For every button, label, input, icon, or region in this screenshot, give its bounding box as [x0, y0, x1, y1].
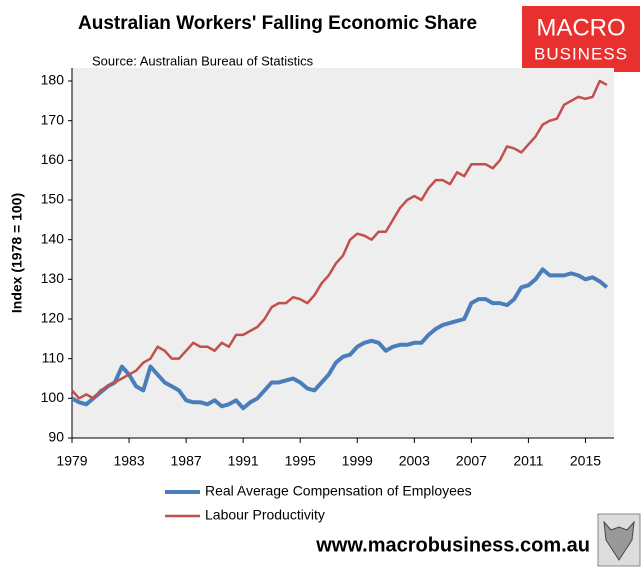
- x-tick-label: 2011: [513, 453, 543, 469]
- legend-label: Labour Productivity: [205, 507, 325, 523]
- series-line: [71, 79, 608, 400]
- x-tick-label: 1991: [228, 453, 259, 469]
- website: www.macrobusiness.com.au: [315, 534, 590, 556]
- y-tick-label: 120: [41, 310, 65, 326]
- y-tick-label: 100: [41, 389, 65, 405]
- x-tick-label: 1995: [285, 453, 316, 469]
- logo-text: MACRO: [536, 14, 625, 41]
- y-tick-label: 160: [41, 151, 65, 167]
- x-tick-label: 1987: [171, 453, 202, 469]
- y-tick-label: 170: [41, 111, 65, 127]
- logo-box: [522, 6, 640, 72]
- y-tick-label: 130: [41, 270, 65, 286]
- x-tick-label: 1999: [342, 453, 373, 469]
- wolf-icon: [603, 520, 635, 561]
- x-tick-label: 2007: [456, 453, 487, 469]
- x-tick-label: 1983: [113, 453, 144, 469]
- legend-label: Real Average Compensation of Employees: [205, 483, 472, 499]
- y-tick-label: 90: [48, 429, 64, 445]
- series-line: [71, 267, 609, 411]
- chart-subtitle: Source: Australian Bureau of Statistics: [92, 53, 314, 68]
- x-tick-label: 2003: [399, 453, 430, 469]
- x-tick-label: 2015: [570, 453, 601, 469]
- y-tick-label: 180: [41, 72, 65, 88]
- y-tick-label: 150: [41, 191, 65, 207]
- chart-title: Australian Workers' Falling Economic Sha…: [78, 13, 477, 34]
- y-tick-label: 110: [42, 349, 65, 365]
- x-tick-label: 1979: [56, 453, 87, 469]
- y-tick-label: 140: [41, 230, 65, 246]
- logo-text: BUSINESS: [534, 44, 628, 63]
- y-axis-label: Index (1978 = 100): [9, 193, 25, 313]
